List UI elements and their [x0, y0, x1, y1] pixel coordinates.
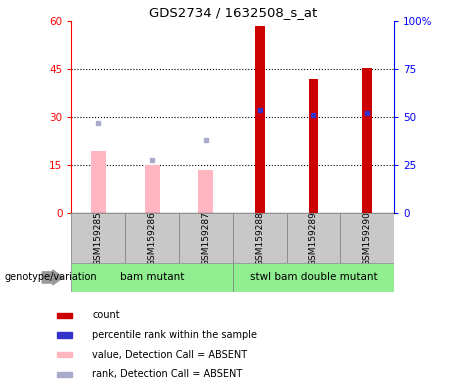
- Bar: [57, 372, 71, 377]
- Bar: [287, 213, 340, 263]
- Bar: [340, 213, 394, 263]
- Text: GSM159288: GSM159288: [255, 211, 264, 265]
- Bar: [255, 26, 265, 213]
- Bar: [362, 68, 372, 213]
- Bar: [309, 79, 318, 213]
- Text: percentile rank within the sample: percentile rank within the sample: [92, 330, 257, 340]
- Text: stwl bam double mutant: stwl bam double mutant: [250, 272, 377, 283]
- Bar: [125, 213, 179, 263]
- Text: GSM159289: GSM159289: [309, 211, 318, 265]
- Bar: [198, 170, 213, 213]
- Text: genotype/variation: genotype/variation: [5, 272, 97, 283]
- Bar: [145, 165, 160, 213]
- Bar: [71, 213, 125, 263]
- Bar: [233, 263, 394, 292]
- Text: value, Detection Call = ABSENT: value, Detection Call = ABSENT: [92, 349, 247, 359]
- Title: GDS2734 / 1632508_s_at: GDS2734 / 1632508_s_at: [149, 5, 317, 18]
- Bar: [233, 213, 287, 263]
- Text: GSM159290: GSM159290: [363, 211, 372, 265]
- Bar: [91, 151, 106, 213]
- Text: GSM159287: GSM159287: [201, 211, 210, 265]
- Text: bam mutant: bam mutant: [120, 272, 184, 283]
- Text: rank, Detection Call = ABSENT: rank, Detection Call = ABSENT: [92, 369, 242, 379]
- Bar: [57, 332, 71, 338]
- Text: GSM159285: GSM159285: [94, 211, 103, 265]
- Text: GSM159286: GSM159286: [148, 211, 157, 265]
- Bar: [71, 263, 233, 292]
- Bar: [57, 313, 71, 318]
- Bar: [179, 213, 233, 263]
- FancyArrow shape: [42, 270, 63, 285]
- Bar: [57, 352, 71, 357]
- Text: count: count: [92, 310, 120, 320]
